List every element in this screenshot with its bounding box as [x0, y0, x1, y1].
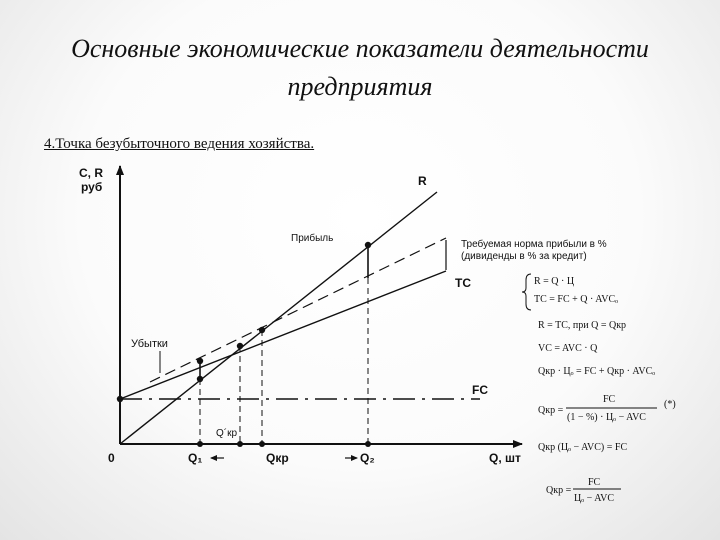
- section-subheading: 4.Точка безубыточного ведения хозяйства.: [44, 136, 315, 152]
- fc-intercept-point: [116, 395, 124, 403]
- total-cost-label: TC: [455, 276, 471, 290]
- required-profit-line: [149, 237, 447, 383]
- total-cost-line: [119, 270, 447, 400]
- q2-tick-label: Q₂: [360, 451, 375, 465]
- losses-label: Убытки: [131, 338, 168, 350]
- formula-total-cost: TC = FC + Q · AVCₒ: [534, 294, 618, 305]
- qkr-axis-point: [259, 441, 265, 447]
- required-breakeven-point: [236, 342, 244, 350]
- formula-variable-cost: VC = AVC · Q: [538, 343, 598, 354]
- q1-cost-point: [196, 375, 204, 383]
- formula-breakeven-equation: Qкр · Цₒ = FC + Qкр · AVCₒ: [538, 366, 655, 377]
- formula-qkr-required-lhs: Qкр =: [538, 405, 564, 416]
- profit-label: Прибыль: [291, 232, 333, 244]
- q1-axis-point: [197, 441, 203, 447]
- q2-revenue-point: [364, 241, 372, 249]
- qkr-prime-axis-point: [237, 441, 243, 447]
- required-profit-label-line1: Требуемая норма прибыли в %: [461, 238, 607, 250]
- x-axis-label: Q, шт: [489, 451, 521, 465]
- revenue-label: R: [418, 174, 427, 188]
- slide-title: Основные экономические показатели деятел…: [20, 30, 700, 106]
- y-axis-label-line2: руб: [81, 180, 102, 194]
- breakeven-point: [258, 326, 266, 334]
- qkr-prime-tick-label: Q´кр: [216, 427, 237, 439]
- q1-tick-label: Q₁: [188, 451, 202, 465]
- formula-revenue: R = Q · Ц: [534, 276, 574, 287]
- slide-title-line2: предприятия: [287, 72, 433, 101]
- formula-qkr-required-denominator: (1 − %) · Цₒ − AVC: [567, 412, 646, 423]
- formula-breakeven-condition: R = TC, при Q = Qкр: [538, 320, 626, 331]
- formula-qkr-lhs: Qкр =: [546, 485, 572, 496]
- formula-system-brace: [521, 273, 532, 311]
- fixed-cost-label: FC: [472, 383, 488, 397]
- formula-qkr-numerator: FC: [588, 477, 601, 488]
- formula-qkr-required-tag: (*): [664, 399, 676, 410]
- formula-qkr-product: Qкр (Цₒ − AVC) = FC: [538, 442, 627, 453]
- formula-qkr-denominator: Цₒ − AVC: [574, 493, 614, 504]
- slide-title-line1: Основные экономические показатели деятел…: [71, 34, 649, 63]
- q2-axis-point: [365, 441, 371, 447]
- required-profit-label-line2: (дивиденды в % за кредит): [461, 251, 587, 262]
- q1-revenue-point: [196, 357, 204, 365]
- qkr-tick-label: Qкр: [266, 451, 289, 465]
- revenue-line: [119, 191, 438, 445]
- origin-label: 0: [108, 451, 115, 465]
- formula-qkr-required-numerator: FC: [603, 394, 616, 405]
- y-axis-label-line1: C, R: [79, 166, 103, 180]
